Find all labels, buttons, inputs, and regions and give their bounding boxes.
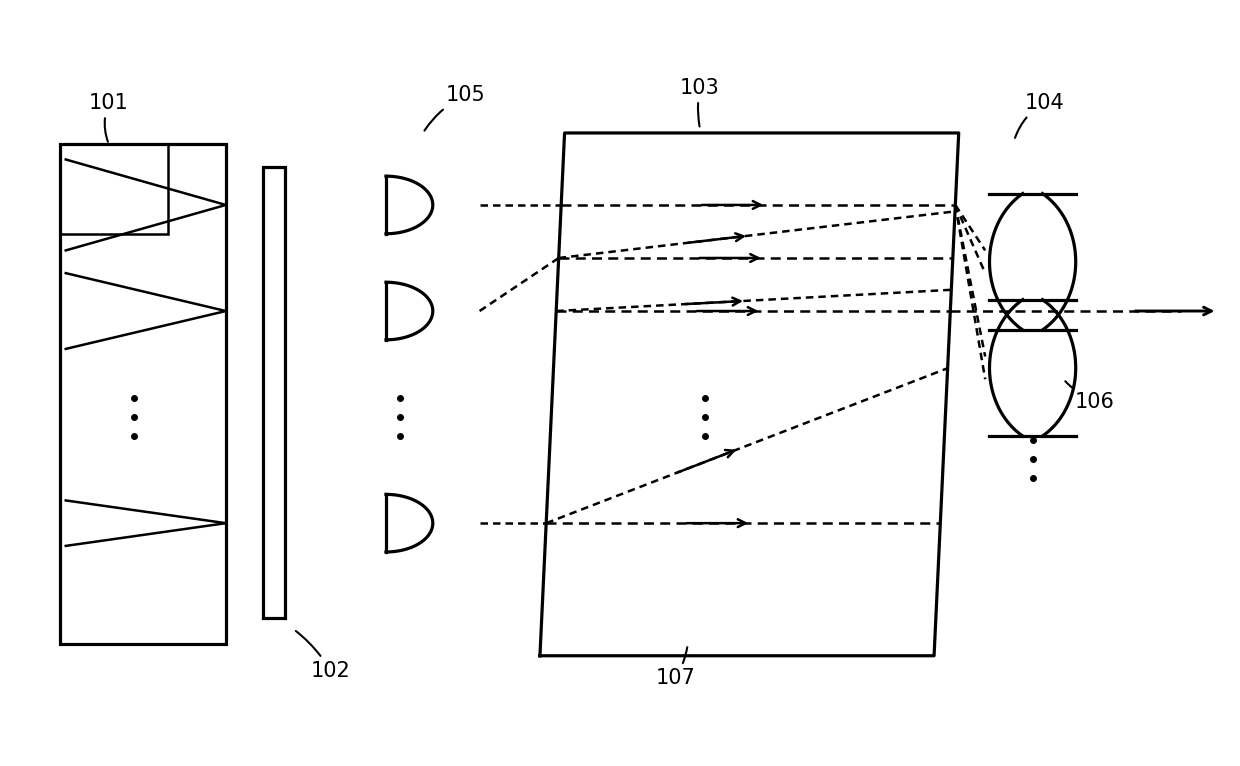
Text: 102: 102 bbox=[296, 631, 351, 681]
Text: 107: 107 bbox=[656, 647, 696, 689]
Bar bbox=[263, 167, 285, 618]
Text: 106: 106 bbox=[1065, 381, 1114, 412]
Text: 101: 101 bbox=[89, 93, 129, 142]
Bar bbox=[60, 144, 226, 644]
Text: 105: 105 bbox=[424, 85, 486, 131]
Bar bbox=[60, 144, 167, 234]
Text: 103: 103 bbox=[681, 77, 720, 126]
Text: 104: 104 bbox=[1016, 93, 1065, 138]
